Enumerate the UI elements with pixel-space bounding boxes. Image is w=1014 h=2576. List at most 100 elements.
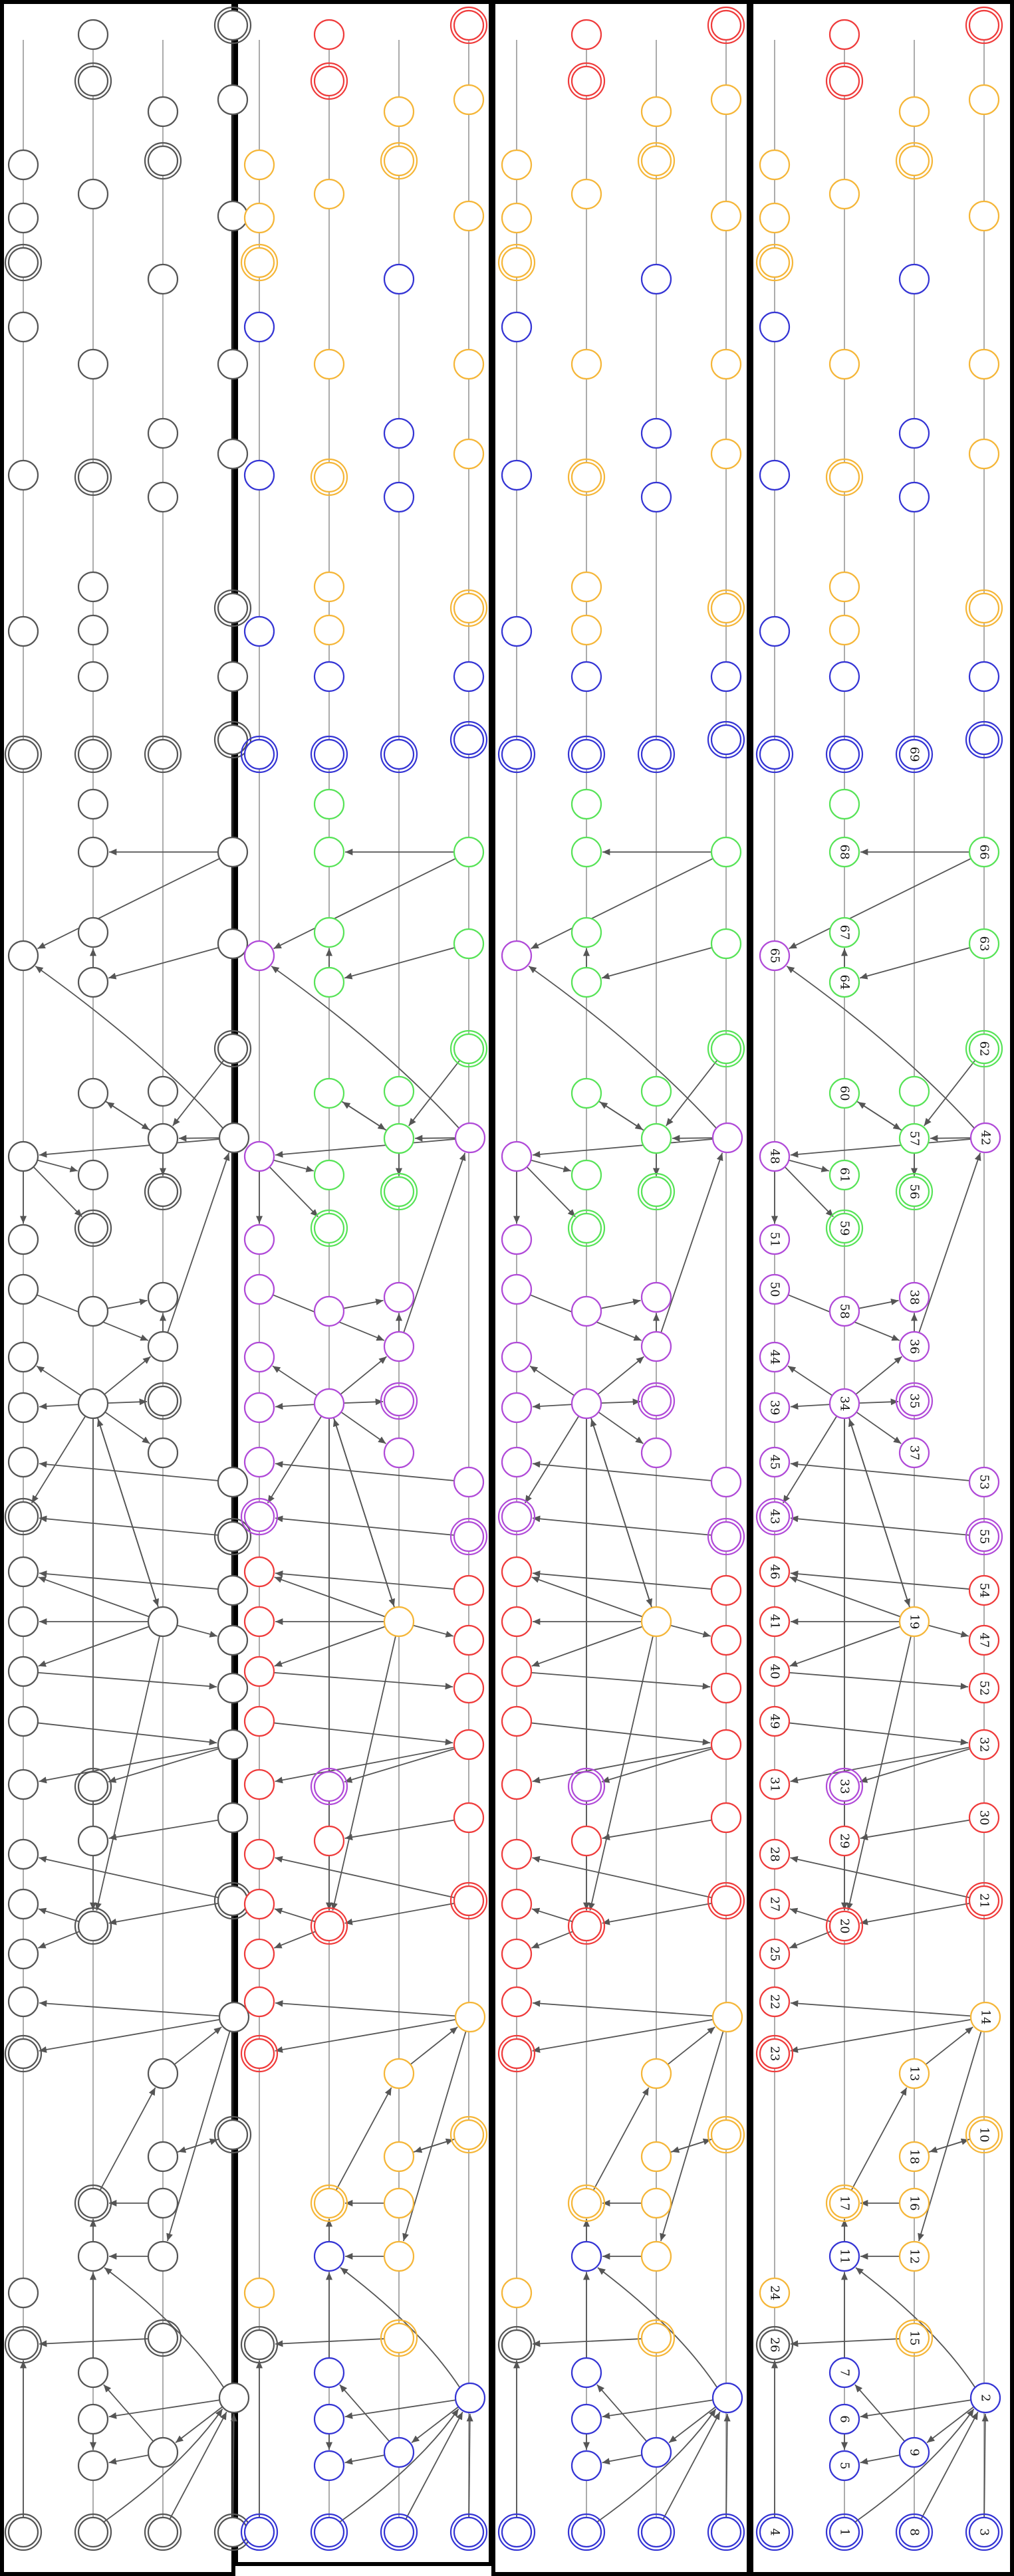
- panel-2-node-circle: [243, 1888, 275, 1920]
- panel-2-edge: [273, 1671, 453, 1690]
- panel-1-node-circle: [147, 1123, 179, 1154]
- panel-4-node-circle: [759, 1656, 791, 1687]
- panel-4-node: 42: [969, 1122, 1001, 1154]
- panel-2-node: [243, 1140, 275, 1172]
- panel-3-node-circle: [640, 263, 672, 295]
- panel-2-node: [313, 661, 345, 693]
- panel-3-node-circle: [640, 2516, 672, 2548]
- panel-3-node-outer-ring: [567, 735, 606, 774]
- panel-4-node: 11: [828, 2240, 860, 2272]
- panel-4-node-circle: [898, 96, 930, 128]
- panel-2-node: [313, 966, 345, 998]
- panel-3-node: [640, 1281, 672, 1313]
- panel-4-node-circle: [898, 2058, 930, 2090]
- panel-4-node-label: 34: [838, 1396, 852, 1412]
- panel-4-node-circle: [828, 1159, 860, 1191]
- panel-4-node-label: 44: [768, 1350, 782, 1365]
- panel-3-node-circle: [570, 1295, 602, 1327]
- panel-2-node: [243, 202, 275, 234]
- panel-4-node-circle: [968, 2516, 1000, 2548]
- panel-1-node-circle: [147, 1176, 179, 1208]
- panel-3-node-circle: [570, 65, 602, 97]
- panel-3-node-circle: [710, 1885, 742, 1917]
- panel-4-node-outer-ring: [825, 62, 864, 100]
- panel-4-node-label: 11: [838, 2249, 852, 2264]
- panel-4-node-label: 55: [977, 1529, 991, 1545]
- panel-3-node-circle: [501, 1556, 533, 1588]
- panel-4-node: [898, 481, 930, 513]
- panel-4-node-circle: [968, 9, 1000, 41]
- panel-4-node-circle: [828, 836, 860, 868]
- panel-2-edge: [411, 2406, 459, 2444]
- panel-4-node: [828, 661, 860, 693]
- panel-4-node-circle: [828, 2450, 860, 2482]
- panel-3-node: [570, 2240, 602, 2272]
- panel-1-node: [217, 928, 249, 960]
- panel-1-node-circle: [7, 1888, 39, 1920]
- panel-3-node: [501, 1273, 533, 1305]
- panel-3-node-circle: [640, 1437, 672, 1469]
- panel-3-node-outer-ring: [707, 2513, 745, 2551]
- panel-2-node: [313, 836, 345, 868]
- panel-1-node-outer-ring: [74, 458, 112, 496]
- panel-3-node: [570, 1077, 602, 1109]
- panel-4-node-circle: [759, 1556, 791, 1588]
- panel-3-node-circle: [570, 2187, 602, 2219]
- panel-4-node: [968, 661, 1000, 693]
- panel-4-node: 18: [898, 2141, 930, 2173]
- panel-1-node: [147, 2187, 179, 2219]
- panel-1-node-circle: [77, 2516, 109, 2548]
- panel-2-node-circle: [313, 788, 345, 820]
- panel-2-node: [243, 2277, 275, 2309]
- panel-1-node-circle: [147, 2240, 179, 2272]
- panel-4-node: 51: [759, 1224, 791, 1255]
- panel-3-node: [501, 940, 533, 972]
- panel-1-node-outer-ring: [213, 589, 252, 627]
- panel-1-node: [7, 1446, 39, 1478]
- panel-4-edge: [790, 2338, 900, 2347]
- panel-4-node-label: 48: [768, 1149, 782, 1164]
- panel-1-edge: [230, 2413, 237, 2518]
- panel-3-edge: [528, 965, 717, 1129]
- panel-4-node-circle: [968, 1624, 1000, 1656]
- panel-1-node-circle: [147, 145, 179, 177]
- panel-4-node: 55: [965, 1517, 1003, 1556]
- panel-3-edge: [531, 1931, 573, 1949]
- panel-4-node-circle: [828, 1825, 860, 1857]
- panel-3-node-circle: [710, 592, 742, 624]
- panel-4-node: 60: [828, 1077, 860, 1109]
- panel-3-node: [640, 263, 672, 295]
- panel-4-node-circle: [828, 348, 860, 380]
- panel-3-node: [710, 928, 742, 960]
- panel-3-node-circle: [710, 438, 742, 470]
- panel-4-node-circle: [759, 615, 791, 647]
- panel-4-node-circle: [898, 2516, 930, 2548]
- panel-2-node-circle: [243, 311, 275, 343]
- panel-1-node-circle: [217, 1624, 249, 1656]
- panel-4-node-circle: [759, 1501, 791, 1533]
- panel-1-node-circle: [217, 1574, 249, 1606]
- panel-3-node-circle: [710, 1729, 742, 1761]
- panel-1-node: [77, 2240, 109, 2272]
- panel-4-node-outer-ring: [755, 2513, 794, 2551]
- panel-1-node: [77, 916, 109, 948]
- panel-1-edge: [108, 2454, 149, 2465]
- panel-1-node: [147, 2058, 179, 2090]
- panel-4-node-circle: [898, 2322, 930, 2354]
- panel-4-node-circle: [898, 1123, 930, 1154]
- panel-1-node: [144, 142, 182, 180]
- panel-4-edge: [789, 1576, 901, 1618]
- panel-1-node: [7, 1838, 39, 1870]
- panel-2-edge: [275, 1402, 315, 1410]
- panel-1-node: [7, 1273, 39, 1305]
- panel-1-edge: [37, 1671, 217, 1690]
- panel-1-node: [77, 1295, 109, 1327]
- panel-2-node: [453, 1624, 485, 1656]
- panel-2-node-circle: [383, 2058, 415, 2090]
- panel-3-node-circle: [501, 1446, 533, 1478]
- panel-1-node-circle: [7, 1341, 39, 1373]
- panel-4-node-circle: [968, 2119, 1000, 2151]
- panel-3-node-circle: [640, 1075, 672, 1107]
- panel-4-node: 64: [828, 966, 860, 998]
- panel-2-node-circle: [383, 2516, 415, 2548]
